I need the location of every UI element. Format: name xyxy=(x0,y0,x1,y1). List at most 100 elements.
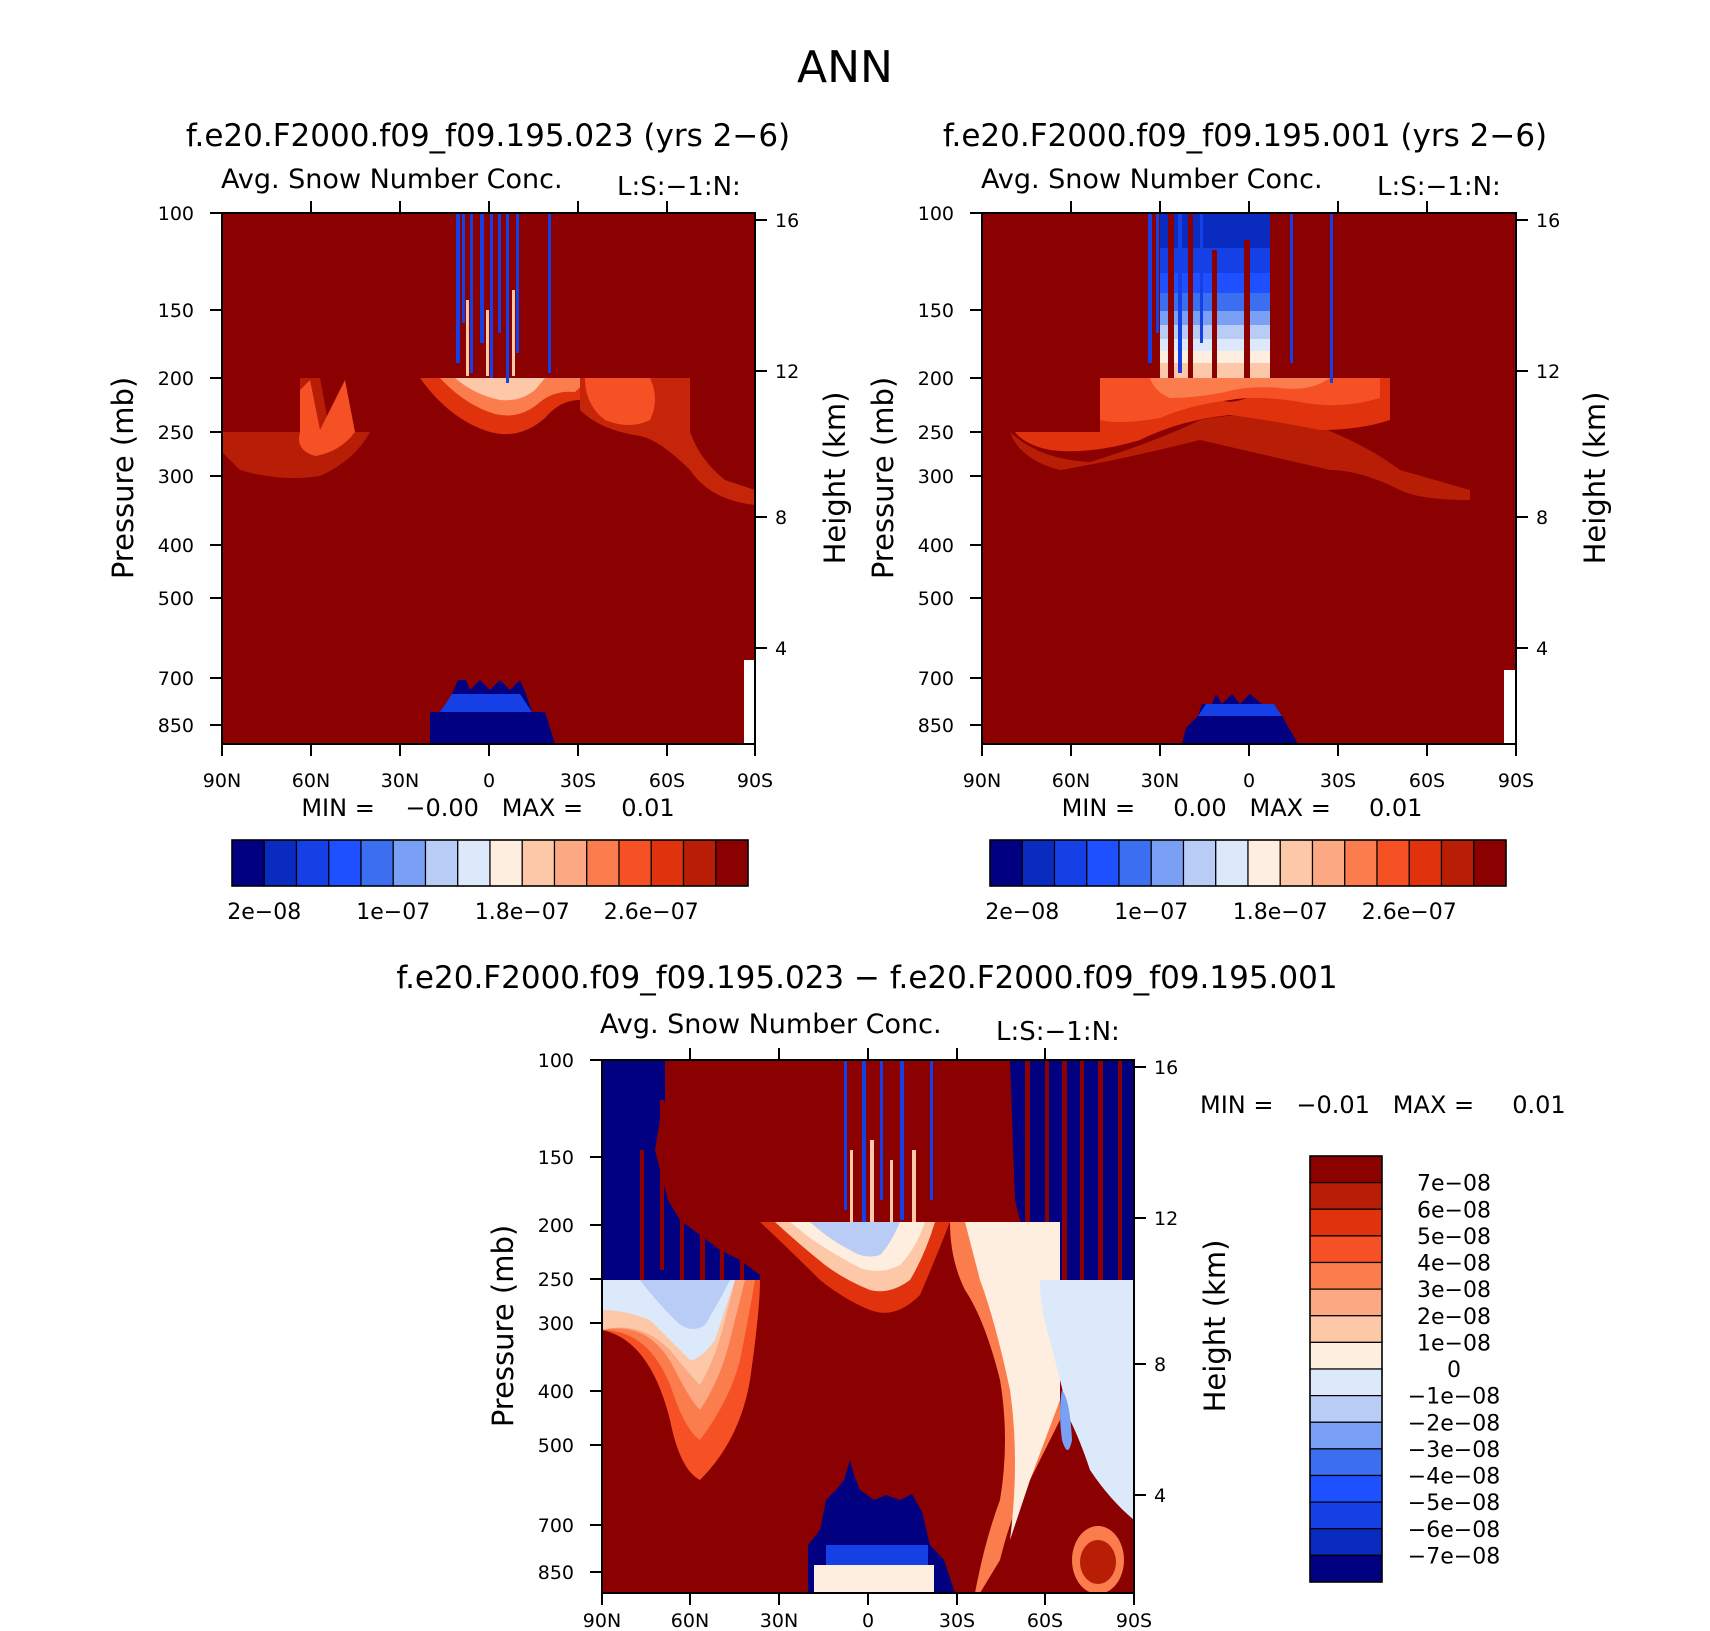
low-level-blue-edge xyxy=(440,694,532,712)
y-tick-label: 150 xyxy=(918,300,954,322)
colorbar-swatch xyxy=(1309,1288,1383,1317)
x-tick-label: 90N xyxy=(583,1610,621,1631)
colorbar-label: 7e−08 xyxy=(1417,1172,1491,1197)
panel-test-field xyxy=(222,213,755,744)
trop-upper-9 xyxy=(1160,213,1270,248)
y-tick-label: 200 xyxy=(158,368,194,390)
colorbar-swatch xyxy=(1309,1448,1383,1477)
colorbar-swatch xyxy=(1021,839,1056,887)
colorbar-label: 1e−07 xyxy=(1114,900,1188,925)
panel-control-ylabel-right: Height (km) xyxy=(1578,392,1612,565)
y-right-tick-label: 8 xyxy=(775,507,787,529)
y-tick-label: 250 xyxy=(918,422,954,444)
colorbar-label: 1.8e−07 xyxy=(1233,900,1328,925)
x-tick-label: 60S xyxy=(1027,1610,1063,1631)
y-tick-label: 850 xyxy=(158,715,194,737)
panel-control-case-title: f.e20.F2000.f09_f09.195.001 (yrs 2−6) xyxy=(943,118,1547,154)
colorbar-label: 2.6e−07 xyxy=(1362,900,1457,925)
panel-diff-minmax: MIN = −0.01 MAX = 0.01 xyxy=(1200,1091,1566,1119)
x-tick-label: 0 xyxy=(862,1610,874,1631)
panel-diff-x-ticks xyxy=(601,1048,1135,1605)
sh-upper-streaks xyxy=(1025,1060,1122,1330)
y-tick-label: 150 xyxy=(158,300,194,322)
colorbar-label: −3e−08 xyxy=(1408,1438,1500,1463)
panel-control-y-ticks xyxy=(970,212,1528,726)
y-tick-label: 700 xyxy=(918,668,954,690)
panel-control-colorbar: 2e−08 1e−07 1.8e−07 2.6e−07 xyxy=(985,839,1507,925)
colorbar-swatch xyxy=(586,839,620,887)
colorbar-swatch xyxy=(360,839,394,887)
colorbar-swatch xyxy=(1309,1528,1383,1556)
panel-test-units: L:S:−1:N: xyxy=(617,172,741,202)
colorbar-swatch xyxy=(295,839,330,887)
x-tick-label: 90N xyxy=(963,770,1001,792)
band-shade-1 xyxy=(1010,415,1470,500)
band-shade-4 xyxy=(1150,378,1330,398)
panel-control-x-ticks xyxy=(981,201,1517,756)
colorbar-label: 2e−08 xyxy=(1417,1305,1491,1330)
colorbar-label: −6e−08 xyxy=(1408,1518,1500,1543)
colorbar-swatch xyxy=(328,839,362,887)
y-tick-label: 100 xyxy=(918,203,954,225)
colorbar-label: −1e−08 xyxy=(1408,1385,1500,1410)
colorbar-swatch xyxy=(1279,839,1314,887)
x-tick-label: 60N xyxy=(292,770,330,792)
y-tick-label: 700 xyxy=(538,1515,574,1537)
y-tick-label: 200 xyxy=(918,368,954,390)
y-right-tick-label: 12 xyxy=(775,361,799,383)
x-tick-label: 30S xyxy=(560,770,596,792)
panel-diff-field xyxy=(602,1060,1134,1593)
colorbar-swatch xyxy=(1118,839,1152,887)
y-right-tick-label: 16 xyxy=(1536,210,1560,232)
panel-test-minmax: MIN = −0.00 MAX = 0.01 xyxy=(301,794,674,822)
y-tick-label: 100 xyxy=(158,203,194,225)
colorbar-label: 3e−08 xyxy=(1417,1278,1491,1303)
colorbar-label: −5e−08 xyxy=(1408,1491,1500,1516)
colorbar-label: 6e−08 xyxy=(1417,1198,1491,1223)
colorbar-swatch xyxy=(1309,1261,1383,1290)
x-tick-label: 30N xyxy=(1141,770,1179,792)
band-orange-nh xyxy=(222,378,370,478)
panel-diff-colorbar: 7e−086e−085e−084e−083e−082e−081e−080−1e−… xyxy=(1309,1155,1500,1583)
colorbar-swatch xyxy=(1309,1554,1383,1583)
x-tick-label: 0 xyxy=(483,770,495,792)
x-tick-label: 90S xyxy=(1116,1610,1152,1631)
colorbar-swatch xyxy=(263,839,298,887)
colorbar-label: 2e−08 xyxy=(227,900,301,925)
band-sh-light xyxy=(585,378,655,425)
colorbar-swatch xyxy=(1182,839,1217,887)
panel-test-ylabel-right: Height (km) xyxy=(818,392,852,565)
colorbar-swatch xyxy=(1150,839,1185,887)
x-tick-label: 60N xyxy=(1052,770,1090,792)
colorbar-swatch xyxy=(1309,1235,1383,1264)
sh-mid-pale xyxy=(965,1222,1060,1540)
x-tick-label: 60S xyxy=(649,770,685,792)
trop-upper-streaks xyxy=(844,1060,933,1230)
x-tick-label: 30N xyxy=(760,1610,798,1631)
y-right-tick-label: 12 xyxy=(1154,1208,1178,1230)
y-tick-label: 100 xyxy=(538,1050,574,1072)
panel-test-ylabel: Pressure (mb) xyxy=(106,377,140,579)
y-tick-label: 300 xyxy=(158,466,194,488)
y-right-tick-label: 8 xyxy=(1536,507,1548,529)
tropical-shade-3 xyxy=(455,378,545,401)
colorbar-swatch xyxy=(392,839,427,887)
colorbar-swatch xyxy=(1053,839,1088,887)
colorbar-frame xyxy=(231,839,749,887)
panel-control-units: L:S:−1:N: xyxy=(1377,172,1501,202)
colorbar-frame xyxy=(1309,1155,1383,1583)
colorbar-label: −4e−08 xyxy=(1408,1465,1500,1490)
colorbar-swatch xyxy=(521,839,556,887)
colorbar-label: 2e−08 xyxy=(985,900,1059,925)
y-tick-label: 850 xyxy=(538,1562,574,1584)
colorbar-swatch xyxy=(1309,1421,1383,1450)
colorbar-swatch xyxy=(553,839,588,887)
x-tick-label: 0 xyxy=(1243,770,1255,792)
panel-control-ylabel: Pressure (mb) xyxy=(866,377,900,579)
panel-control-minmax: MIN = 0.00 MAX = 0.01 xyxy=(1062,794,1423,822)
colorbar-label: 5e−08 xyxy=(1417,1225,1491,1250)
colorbar-label: −7e−08 xyxy=(1408,1544,1500,1569)
colorbar-swatch xyxy=(1473,839,1507,887)
colorbar-swatch xyxy=(989,839,1023,887)
nh-upper-streaks xyxy=(640,1100,744,1280)
